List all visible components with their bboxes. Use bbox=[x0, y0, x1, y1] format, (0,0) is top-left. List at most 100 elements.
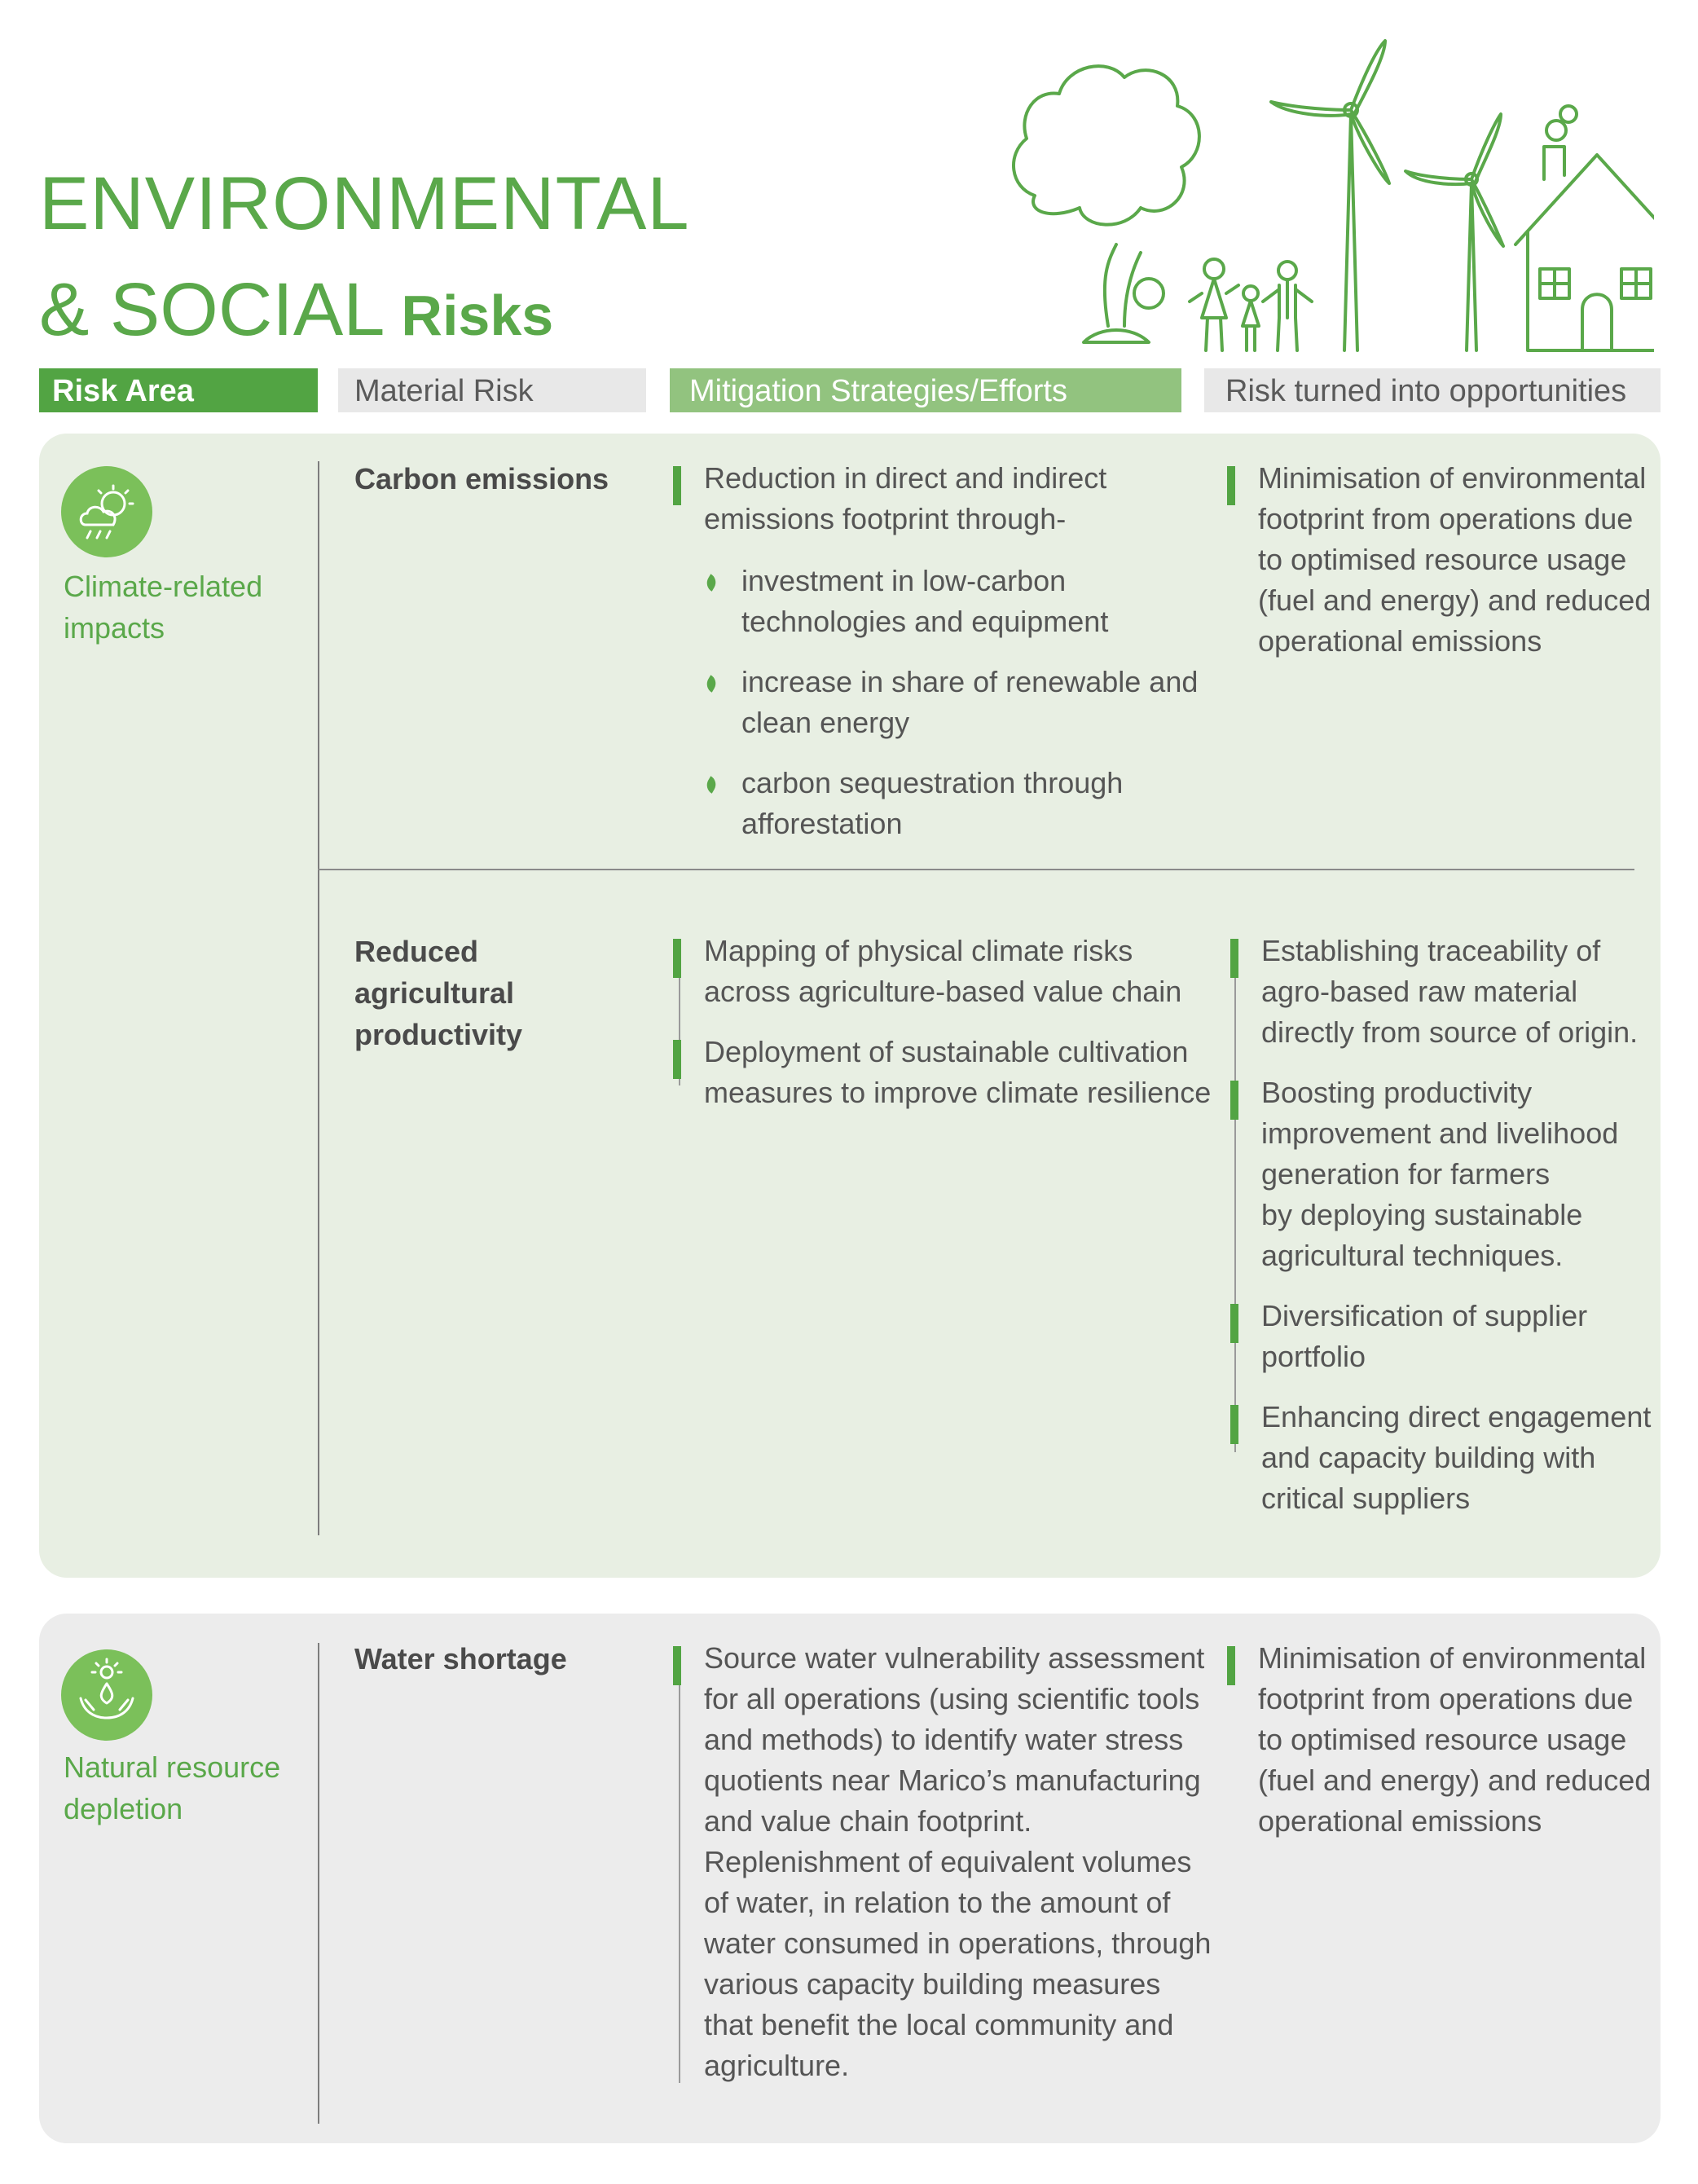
area-label-climate: Climate-related impacts bbox=[64, 566, 262, 649]
text-line: quotients near Marico’s manufacturing bbox=[704, 1763, 1201, 1797]
text-line: of water, in relation to the amount of bbox=[704, 1886, 1171, 1919]
text-line: carbon sequestration through bbox=[741, 766, 1124, 799]
text-line: Reduced bbox=[354, 935, 479, 968]
mitigation-connector bbox=[679, 939, 680, 1085]
page-title-bold: Risks bbox=[401, 284, 554, 347]
area-label-natural-resource: Natural resource depletion bbox=[64, 1746, 280, 1830]
text-line: footprint from operations due bbox=[1258, 502, 1634, 535]
text-line: measures to improve climate resilience bbox=[704, 1076, 1212, 1109]
text-line: productivity bbox=[354, 1018, 523, 1051]
mitigation-water: Source water vulnerability assessment fo… bbox=[704, 1638, 1211, 2086]
text-line: operational emissions bbox=[1258, 1804, 1542, 1838]
text-line: agro-based raw material bbox=[1261, 975, 1578, 1008]
text-line: Mapping of physical climate risks bbox=[704, 934, 1133, 967]
text-line: Enhancing direct engagement bbox=[1261, 1400, 1652, 1433]
header-opportunities: Risk turned into opportunities bbox=[1204, 368, 1661, 412]
text-line: agriculture. bbox=[704, 2049, 850, 2082]
text-line: that benefit the local community and bbox=[704, 2008, 1174, 2041]
opportunity-marker bbox=[1230, 939, 1238, 978]
climate-section-panel bbox=[39, 434, 1661, 1578]
text-line: across agriculture-based value chain bbox=[704, 975, 1182, 1008]
text-line: Minimisation of environmental bbox=[1258, 1641, 1647, 1675]
opportunity-marker bbox=[1230, 1081, 1238, 1120]
text-line: and methods) to identify water stress bbox=[704, 1723, 1184, 1756]
header-mitigation: Mitigation Strategies/Efforts bbox=[670, 368, 1181, 412]
area-label-line: Natural resource bbox=[64, 1750, 281, 1784]
page-title-line1: ENVIRONMENTAL bbox=[39, 162, 690, 245]
area-label-line: depletion bbox=[64, 1792, 183, 1825]
sub-item-renewable: increase in share of renewable and clean… bbox=[741, 662, 1198, 743]
mitigation-marker bbox=[673, 466, 681, 505]
text-line: emissions footprint through- bbox=[704, 502, 1067, 535]
text-line: directly from source of origin. bbox=[1261, 1015, 1639, 1049]
column-divider bbox=[318, 1643, 319, 2124]
text-line: Source water vulnerability assessment bbox=[704, 1641, 1205, 1675]
page-title-line2: & SOCIAL Risks bbox=[39, 269, 553, 356]
text-line: (fuel and energy) and reduced bbox=[1258, 583, 1652, 617]
risk-carbon-emissions: Carbon emissions bbox=[354, 462, 609, 495]
opportunity-marker bbox=[1227, 1646, 1235, 1685]
area-label-line: Climate-related bbox=[64, 570, 263, 603]
text-line: Boosting productivity bbox=[1261, 1076, 1533, 1109]
text-line: by deploying sustainable bbox=[1261, 1198, 1583, 1231]
sub-item-low-carbon: investment in low-carbon technologies an… bbox=[741, 561, 1108, 642]
house-icon bbox=[1514, 104, 1654, 352]
text-line: (fuel and energy) and reduced bbox=[1258, 1763, 1652, 1797]
opportunity-supplier-diversification: Diversification of supplier portfolio bbox=[1261, 1296, 1587, 1377]
text-line: for all operations (using scientific too… bbox=[704, 1682, 1200, 1715]
risk-reduced-agricultural-productivity: Reduced agricultural productivity bbox=[354, 931, 522, 1055]
text-line: various capacity building measures bbox=[704, 1967, 1161, 2001]
page-title-amp: & SOCIAL bbox=[39, 268, 385, 351]
text-line: Replenishment of equivalent volumes bbox=[704, 1845, 1192, 1878]
opportunity-traceability: Establishing traceability of agro-based … bbox=[1261, 931, 1638, 1053]
tree-icon bbox=[1012, 64, 1201, 328]
text-line: operational emissions bbox=[1258, 624, 1542, 658]
text-line: increase in share of renewable and bbox=[741, 665, 1199, 698]
header-risk-area: Risk Area bbox=[39, 368, 318, 412]
area-label-line: impacts bbox=[64, 611, 165, 645]
mitigation-connector bbox=[679, 1646, 680, 2083]
text-line: afforestation bbox=[741, 807, 903, 840]
opportunity-marker bbox=[1230, 1304, 1238, 1343]
natural-resource-section-panel bbox=[39, 1614, 1661, 2143]
opportunity-productivity: Boosting productivity improvement and li… bbox=[1261, 1072, 1618, 1276]
header-material-risk: Material Risk bbox=[338, 368, 646, 412]
text-line: technologies and equipment bbox=[741, 605, 1109, 638]
opportunity-supplier-engagement: Enhancing direct engagement and capacity… bbox=[1261, 1397, 1651, 1519]
mitigation-sustainable-cultivation: Deployment of sustainable cultivation me… bbox=[704, 1032, 1211, 1113]
text-line: to optimised resource usage bbox=[1258, 543, 1627, 576]
text-line: and capacity building with bbox=[1261, 1441, 1596, 1474]
mitigation-climate-risk-mapping: Mapping of physical climate risks across… bbox=[704, 931, 1181, 1012]
text-line: portfolio bbox=[1261, 1340, 1366, 1373]
text-line: Reduction in direct and indirect bbox=[704, 461, 1107, 495]
wind-turbine-icon bbox=[1269, 39, 1505, 352]
column-divider bbox=[318, 461, 319, 1535]
text-line: generation for farmers bbox=[1261, 1157, 1551, 1191]
opportunity-carbon: Minimisation of environmental footprint … bbox=[1258, 458, 1651, 662]
text-line: and value chain footprint. bbox=[704, 1804, 1032, 1838]
mitigation-carbon-intro: Reduction in direct and indirect emissio… bbox=[704, 458, 1106, 539]
family-icon bbox=[1188, 258, 1313, 352]
opportunity-water: Minimisation of environmental footprint … bbox=[1258, 1638, 1651, 1842]
text-line: footprint from operations due bbox=[1258, 1682, 1634, 1715]
text-line: Minimisation of environmental bbox=[1258, 461, 1647, 495]
text-line: agricultural techniques. bbox=[1261, 1239, 1564, 1272]
sub-item-sequestration: carbon sequestration through afforestati… bbox=[741, 763, 1123, 844]
text-line: critical suppliers bbox=[1261, 1482, 1471, 1515]
opportunity-marker bbox=[1227, 466, 1235, 505]
landscape-illustration bbox=[1012, 39, 1654, 352]
text-line: clean energy bbox=[741, 706, 910, 739]
text-line: agricultural bbox=[354, 976, 515, 1010]
text-line: improvement and livelihood bbox=[1261, 1116, 1619, 1150]
risk-water-shortage: Water shortage bbox=[354, 1642, 567, 1675]
water-hands-icon bbox=[61, 1649, 152, 1741]
mitigation-marker bbox=[673, 1040, 681, 1079]
opportunity-connector bbox=[1234, 939, 1236, 1452]
opportunity-marker bbox=[1230, 1405, 1238, 1444]
row-divider bbox=[318, 869, 1634, 870]
climate-icon bbox=[61, 466, 152, 557]
text-line: Diversification of supplier bbox=[1261, 1299, 1588, 1332]
text-line: to optimised resource usage bbox=[1258, 1723, 1627, 1756]
text-line: Deployment of sustainable cultivation bbox=[704, 1035, 1189, 1068]
mitigation-marker bbox=[673, 939, 681, 978]
